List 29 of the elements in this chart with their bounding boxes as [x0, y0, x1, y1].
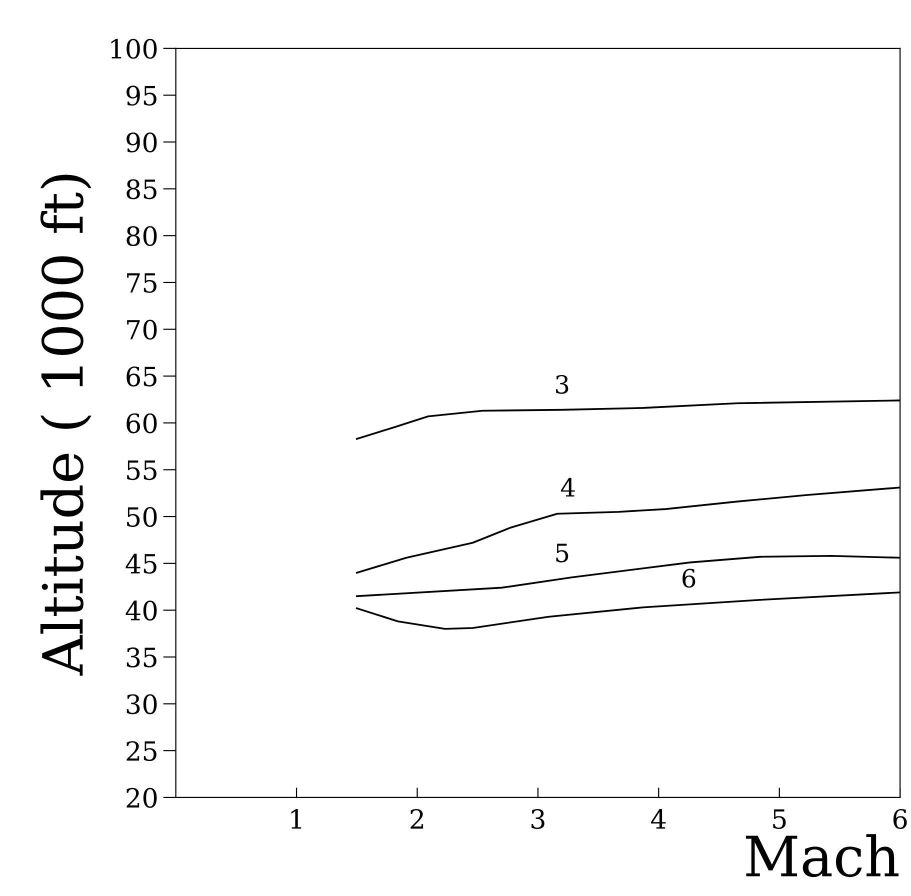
- y-tick-label: 90: [126, 132, 157, 152]
- y-tick-label: 70: [127, 320, 157, 340]
- y-tick-label: 80: [126, 226, 157, 246]
- y-tick-label: 65: [126, 366, 156, 386]
- x-tick-label: 6: [893, 809, 907, 829]
- y-tick-label: 40: [126, 600, 157, 621]
- x-tick-label: 5: [773, 809, 786, 829]
- y-tick-label: 60: [126, 413, 157, 434]
- y-tick-label: 55: [127, 460, 156, 480]
- x-tick-label: 4: [651, 809, 666, 829]
- x-tick-label: 1: [291, 809, 302, 829]
- y-tick-label: 20: [126, 788, 157, 808]
- y-tick-label: 25: [126, 741, 156, 762]
- x-tick-label: 2: [410, 809, 424, 829]
- y-tick-label: 85: [126, 179, 156, 200]
- y-tick-label: 95: [126, 86, 156, 106]
- y-tick-label: 30: [126, 694, 157, 714]
- y-tick-label: 50: [127, 506, 157, 527]
- x-tick-label: 3: [532, 809, 544, 829]
- annotation: 5: [556, 544, 568, 562]
- y-tick-label: 45: [126, 554, 156, 574]
- y-tick-label: 100: [111, 38, 157, 59]
- y-axis-title: Altitude ( 1000 ft): [40, 174, 92, 676]
- annotation: 4: [560, 478, 575, 496]
- y-tick-label: 35: [126, 647, 156, 668]
- annotation: 3: [556, 374, 568, 394]
- y-tick-label: 75: [127, 273, 156, 293]
- annotation: 6: [682, 568, 696, 588]
- x-axis-title: Mach: [746, 834, 899, 878]
